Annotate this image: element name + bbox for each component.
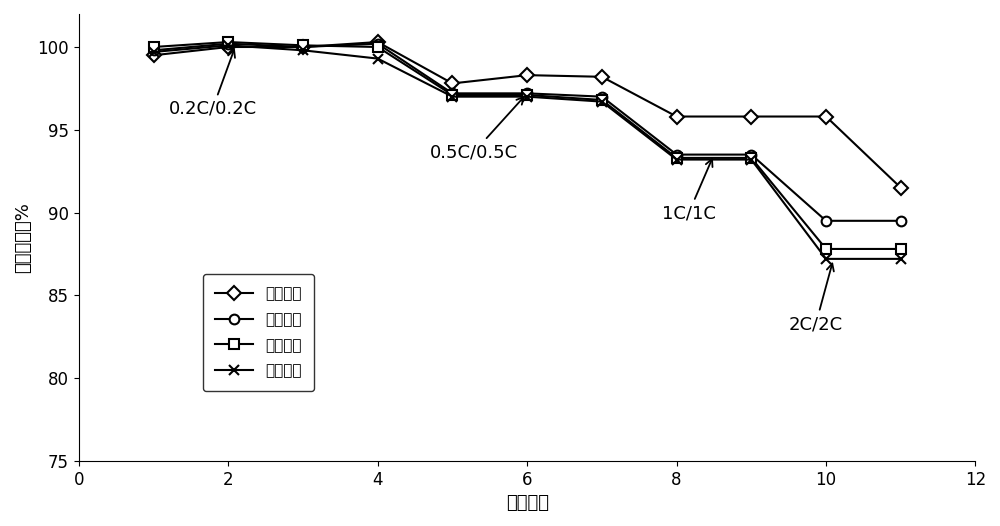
实施例三 xyxy=(671,151,683,158)
对比例二 xyxy=(222,42,234,48)
对比例二 xyxy=(895,256,907,262)
对比例一 xyxy=(596,97,608,103)
实施例三 xyxy=(222,41,234,47)
对比例一 xyxy=(297,42,309,48)
实施例三 xyxy=(148,47,160,54)
实施例三 xyxy=(297,44,309,50)
对比例二 xyxy=(596,98,608,105)
实施例三 xyxy=(446,90,458,96)
Text: 2C/2C: 2C/2C xyxy=(789,264,843,333)
实施例三 xyxy=(895,218,907,224)
Text: 1C/1C: 1C/1C xyxy=(662,159,716,222)
对比例二 xyxy=(372,55,384,62)
实施例一 xyxy=(820,114,832,120)
Y-axis label: 容量保持率%: 容量保持率% xyxy=(14,202,32,273)
对比例一 xyxy=(895,246,907,252)
X-axis label: 循环次数: 循环次数 xyxy=(506,494,549,512)
实施例三 xyxy=(521,90,533,96)
实施例三 xyxy=(596,94,608,100)
对比例二 xyxy=(521,94,533,100)
实施例三 xyxy=(820,218,832,224)
实施例三 xyxy=(372,41,384,47)
Text: 0.5C/0.5C: 0.5C/0.5C xyxy=(430,97,524,161)
Line: 实施例一: 实施例一 xyxy=(149,37,906,193)
对比例二 xyxy=(148,49,160,55)
对比例二 xyxy=(820,256,832,262)
实施例一 xyxy=(895,185,907,191)
Line: 对比例一: 对比例一 xyxy=(149,37,906,254)
对比例一 xyxy=(148,44,160,50)
对比例一 xyxy=(222,39,234,45)
对比例二 xyxy=(671,156,683,163)
对比例一 xyxy=(820,246,832,252)
对比例一 xyxy=(745,155,757,161)
Line: 实施例三: 实施例三 xyxy=(149,39,906,226)
对比例二 xyxy=(446,94,458,100)
实施例一 xyxy=(446,80,458,87)
对比例一 xyxy=(521,92,533,98)
实施例一 xyxy=(596,74,608,80)
实施例一 xyxy=(521,72,533,78)
Line: 对比例二: 对比例二 xyxy=(149,41,906,264)
对比例一 xyxy=(372,44,384,50)
实施例一 xyxy=(372,39,384,45)
对比例二 xyxy=(297,47,309,54)
对比例一 xyxy=(446,92,458,98)
对比例一 xyxy=(671,155,683,161)
Legend: 实施例一, 实施例三, 对比例一, 对比例二: 实施例一, 实施例三, 对比例一, 对比例二 xyxy=(203,274,314,391)
实施例三 xyxy=(745,151,757,158)
对比例二 xyxy=(745,156,757,163)
实施例一 xyxy=(222,44,234,50)
实施例一 xyxy=(148,52,160,58)
实施例一 xyxy=(745,114,757,120)
实施例一 xyxy=(671,114,683,120)
Text: 0.2C/0.2C: 0.2C/0.2C xyxy=(168,50,257,118)
实施例一 xyxy=(297,44,309,50)
